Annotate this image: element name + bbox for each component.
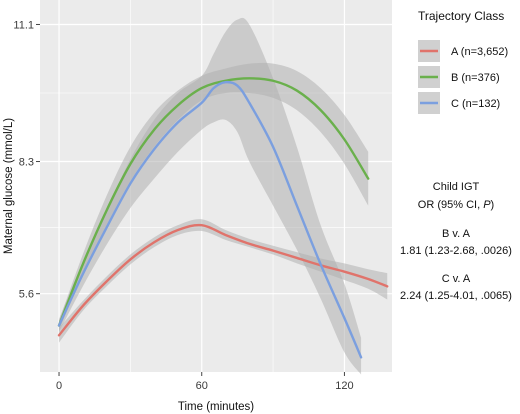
annotation-b-value: 1.81 (1.23-2.68, .0026) — [400, 245, 512, 257]
y-axis-title: Maternal glucose (mmol/L) — [3, 118, 15, 254]
annotation-c-label: C v. A — [442, 273, 471, 285]
legend-label: A (n=3,652) — [451, 46, 508, 58]
trajectory-lines — [57, 77, 389, 359]
x-tick-label: 120 — [335, 380, 353, 392]
annotation-heading: Child IGT — [433, 181, 480, 193]
ci-band-2 — [59, 17, 362, 375]
x-axis-title: Time (minutes) — [178, 401, 254, 413]
legend: Trajectory Class A (n=3,652) B (n=376) C (… — [418, 9, 508, 114]
annotation-or-suffix: ) — [491, 199, 495, 211]
legend-item-1: B (n=376) — [418, 66, 500, 88]
odds-ratio-annotation: Child IGT OR (95% CI, P) B v. A 1.81 (1.… — [400, 181, 512, 302]
annotation-or-prefix: OR (95% CI, — [418, 199, 483, 211]
annotation-c-value: 2.24 (1.25-4.01, .0065) — [400, 290, 512, 302]
legend-label: C (n=132) — [451, 98, 500, 110]
legend-title: Trajectory Class — [418, 9, 504, 23]
x-tick-label: 0 — [56, 380, 62, 392]
axis-ticks: 0 60 120 5.6 8.3 11.1 — [13, 19, 353, 392]
legend-item-2: C (n=132) — [418, 92, 500, 114]
y-tick-label: 11.1 — [13, 19, 34, 31]
series-line-0 — [57, 223, 389, 337]
annotation-or-italic: P — [483, 199, 491, 211]
x-tick-label: 60 — [196, 380, 208, 392]
y-tick-label: 5.6 — [19, 289, 34, 301]
annotation-b-label: B v. A — [442, 228, 471, 240]
legend-items: A (n=3,652) B (n=376) C (n=132) — [418, 40, 508, 114]
series-line-1 — [57, 77, 370, 327]
annotation-or-line: OR (95% CI, P) — [418, 199, 494, 211]
series-line-2 — [57, 80, 363, 359]
legend-item-0: A (n=3,652) — [418, 40, 508, 62]
legend-label: B (n=376) — [451, 72, 500, 84]
y-tick-label: 8.3 — [19, 157, 34, 169]
